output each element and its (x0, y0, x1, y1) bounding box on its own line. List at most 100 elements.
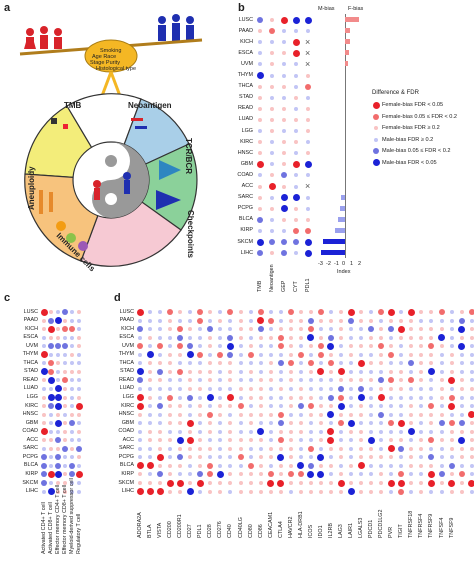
svg-text:Aneuploidy: Aneuploidy (27, 166, 36, 210)
panel-d-dot (459, 412, 464, 417)
panel-b-dot (258, 151, 262, 156)
panel-d-dot (307, 334, 315, 342)
panel-d-row-label: LUSC (119, 308, 134, 315)
panel-d-dot (258, 369, 263, 374)
panel-d-dot (146, 488, 154, 496)
panel-d-dot (198, 395, 203, 400)
panel-c-dot (70, 335, 74, 340)
panel-d-col-label: CD276 (217, 521, 224, 539)
panel-d-dot (208, 386, 213, 391)
panel-b-dot (306, 29, 310, 34)
panel-d-dot (188, 335, 193, 340)
panel-c-dot (77, 318, 81, 323)
panel-b-dot (306, 195, 310, 200)
panel-d-dot (449, 438, 454, 443)
panel-c-dot (70, 369, 74, 374)
panel-d-row-label: STAD (120, 368, 134, 375)
panel-d-dot (268, 335, 273, 340)
panel-c-col-label: Activated CD4+ T cell (41, 502, 47, 555)
panel-c-dot (47, 325, 55, 333)
panel-b-dot (282, 217, 286, 222)
panel-d-dot (137, 343, 143, 350)
panel-d-dot (188, 455, 193, 460)
panel-d-dot (469, 421, 474, 426)
panel-c-row-label: LUAD (23, 385, 38, 392)
panel-d-col-label: ICOS (307, 524, 314, 539)
panel-c-dot (63, 352, 67, 357)
panel-d-dot (349, 412, 354, 417)
panel-d-dot (228, 455, 233, 460)
panel-d-dot (207, 326, 214, 333)
panel-b-row-label: UVM (241, 60, 253, 67)
panel-b-col-label: Neoantigen (269, 264, 275, 293)
panel-d-dot (439, 344, 444, 349)
panel-d-dot (419, 361, 424, 366)
panel-d-dot (369, 352, 374, 357)
panel-c-dot (70, 318, 74, 323)
panel-d-dot (228, 369, 233, 374)
panel-b-dot (258, 173, 262, 178)
panel-d-dot (389, 344, 394, 349)
panel-d-dot (388, 420, 395, 427)
panel-d-dot (188, 446, 193, 451)
panel-c-dot (62, 326, 68, 333)
panel-b-dot (294, 206, 298, 211)
panel-c-row-label: THCA (23, 359, 38, 366)
panel-d-dot (216, 470, 224, 478)
panel-d-col-label: LGALS3 (358, 517, 365, 539)
panel-d-dot (419, 481, 424, 485)
panel-d-dot (218, 438, 223, 443)
panel-d-dot (308, 455, 313, 460)
panel-d-dot (218, 344, 223, 349)
panel-d-dot (419, 463, 424, 468)
panel-d-dot (148, 318, 153, 323)
panel-d-dot (469, 335, 474, 340)
panel-d-dot (248, 335, 253, 340)
panel-d-dot (268, 386, 273, 391)
panel-d-col-label: BTLA (147, 524, 154, 539)
panel-d-dot (218, 463, 223, 468)
panel-d-dot (459, 335, 464, 340)
panel-d-dot (207, 471, 214, 478)
panel-c-dot (63, 318, 67, 323)
panel-c-dot (56, 429, 60, 434)
panel-d-dot (419, 404, 424, 409)
panel-d-dot (439, 455, 444, 460)
panel-d-dot (349, 344, 354, 349)
panel-d-dot (359, 412, 364, 417)
panel-d-dot (379, 327, 384, 332)
panel-d-dot (369, 395, 374, 400)
panel-d-dot (429, 318, 434, 323)
panel-c-dot (75, 402, 83, 410)
panel-d-dot (288, 335, 293, 340)
panel-d-dot (469, 378, 474, 383)
panel-b-dot (294, 62, 298, 67)
panel-d-col-label: IL2RB (327, 523, 334, 539)
panel-d-dot (297, 471, 304, 478)
panel-d-dot (318, 489, 323, 494)
panel-d-dot (318, 481, 323, 485)
panel-d-dot (248, 344, 253, 349)
panel-d-dot (177, 368, 184, 375)
panel-d-dot (429, 489, 434, 494)
panel-d-dot (318, 446, 323, 451)
panel-c-col-label: Regulatory T cell (76, 513, 82, 555)
panel-d-dot (248, 361, 253, 366)
panel-c-dot (63, 438, 67, 443)
panel-d-dot (328, 352, 333, 357)
panel-c-dot (42, 335, 46, 340)
panel-d-dot (228, 472, 233, 477)
panel-c-dot (49, 421, 53, 426)
panel-d-dot (268, 421, 273, 426)
panel-d-dot (288, 378, 293, 383)
panel-d-dot (198, 455, 203, 460)
panel-d-dot (168, 472, 173, 477)
panel-label-c: c (4, 292, 11, 304)
panel-d-dot (238, 421, 243, 426)
panel-b-dot (270, 217, 274, 222)
panel-d-dot (208, 438, 213, 443)
panel-d-dot (389, 455, 394, 460)
panel-c-dot (62, 309, 68, 315)
panel-d-dot (238, 386, 243, 391)
panel-b-dot (270, 206, 274, 211)
